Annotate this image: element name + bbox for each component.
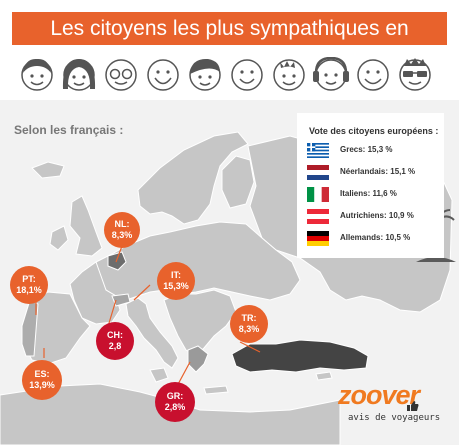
face-3-icon [105, 59, 137, 91]
callout-value: 8,3% [238, 324, 260, 334]
face-row [21, 57, 431, 91]
face-7-icon [273, 59, 305, 91]
central-europe-shape [95, 221, 301, 301]
callout-code: TR: [241, 313, 257, 323]
callout-value: 2,8% [164, 402, 186, 412]
face-4-icon [147, 59, 179, 91]
face-8-icon [313, 57, 349, 91]
callout-value: 13,9% [29, 380, 55, 390]
legend-label: Grecs: 15,3 % [340, 145, 393, 154]
callout-value: 18,1% [16, 285, 42, 295]
callout-code: GR: [166, 391, 184, 401]
subtitle: Selon les français : [14, 123, 124, 137]
cyprus-shape [315, 371, 333, 381]
zoover-logo[interactable]: zoover avis de voyageurs [338, 380, 443, 430]
turkey-highlight [231, 339, 369, 373]
callout-code: PT: [22, 274, 36, 284]
face-10-icon [399, 58, 431, 91]
legend-label: Autrichiens: 10,9 % [340, 211, 414, 220]
face-2-icon [62, 59, 96, 91]
callout-tr: TR: 8,3% [230, 305, 268, 343]
callout-value: 2,8 [108, 341, 122, 351]
legend-label: Italiens: 11,6 % [340, 189, 397, 198]
logo-word: zoover [338, 380, 420, 410]
face-5-icon [189, 58, 221, 91]
callout-it: IT: 15,3% [157, 262, 195, 300]
italy-shape [125, 297, 179, 369]
sicily-shape [149, 367, 169, 383]
callout-code: NL: [114, 219, 130, 229]
legend-title: Vote des citoyens européens : [309, 126, 439, 136]
netherlands-flag-icon [307, 165, 329, 180]
crete-shape [203, 385, 229, 395]
balkans-shape [163, 289, 237, 357]
scandinavia-shape [137, 131, 249, 225]
page-title: Les citoyens les plus sympathiques en va… [12, 12, 447, 73]
callout-gr: GR: 2,8% [155, 382, 195, 422]
europe-map [0, 131, 456, 445]
face-1-icon [21, 58, 53, 91]
germany-flag-icon [307, 231, 329, 246]
callout-es: ES: 13,9% [22, 360, 62, 400]
austria-flag-icon [307, 209, 329, 224]
thumbs-up-icon [407, 401, 419, 411]
iceland-shape [31, 161, 65, 179]
france-shape [69, 261, 121, 325]
finland-shape [221, 155, 255, 209]
greece-highlight [187, 345, 209, 373]
callout-value: 8,3% [111, 230, 133, 240]
legend-label: Néerlandais: 15,1 % [340, 167, 416, 176]
ireland-shape [49, 225, 69, 251]
uk-shape [69, 195, 103, 257]
logo-tagline: avis de voyageurs [348, 413, 441, 423]
legend-box: Vote des citoyens européens : Grecs: 15,… [297, 113, 444, 258]
callout-value: 15,3% [163, 281, 189, 291]
map-area [0, 100, 459, 445]
callout-pt: PT: 18,1% [10, 266, 48, 304]
italy-flag-icon [307, 187, 329, 202]
callout-code: ES: [34, 369, 50, 379]
callout-code: CH: [107, 330, 123, 340]
face-6-icon [231, 59, 263, 91]
callout-nl: NL: 8,3% [104, 212, 140, 248]
callout-ch: CH: 2,8 [96, 322, 134, 360]
legend-label: Allemands: 10,5 % [340, 233, 411, 242]
greece-flag-icon [307, 143, 329, 158]
callout-code: IT: [171, 270, 181, 280]
face-9-icon [357, 59, 389, 91]
